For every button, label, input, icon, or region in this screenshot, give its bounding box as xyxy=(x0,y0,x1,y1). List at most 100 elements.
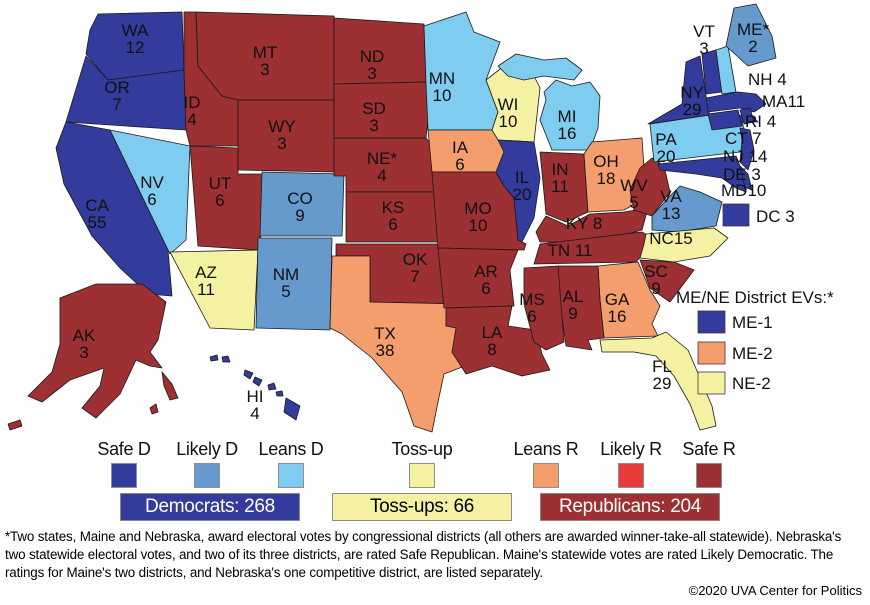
state-label-nj: NJ 14 xyxy=(723,147,767,166)
state-label-wa: WA 12 xyxy=(122,21,149,57)
state-label-ri: RI 4 xyxy=(745,112,776,131)
state-label-me: ME* 2 xyxy=(737,20,770,56)
state-label-ny: NY 29 xyxy=(680,83,704,119)
state-nj xyxy=(739,127,755,171)
state-mi-upper-peninsula xyxy=(497,53,583,81)
state-hi-island xyxy=(221,355,231,363)
legend-item-safe-r: Safe R xyxy=(649,439,769,488)
state-label-wv: WV 5 xyxy=(620,176,648,212)
state-in xyxy=(539,151,589,223)
state-label-la: LA 8 xyxy=(482,323,503,359)
legend-swatch-safe-d xyxy=(111,463,137,488)
legend-label: Leans D xyxy=(258,439,324,459)
state-sc xyxy=(639,259,695,303)
state-label-tx: TX 38 xyxy=(374,324,396,360)
state-label-sd: SD 3 xyxy=(362,99,386,135)
dc-label: DC 3 xyxy=(756,207,795,226)
state-label-nm: NM 5 xyxy=(273,265,299,301)
state-label-mn: MN 10 xyxy=(429,69,455,105)
legend-label: Safe R xyxy=(682,439,736,459)
dc-swatch xyxy=(722,203,750,227)
legend-swatch-safe-r xyxy=(696,463,722,488)
rating-legend: Safe D Likely D Leans D Toss-up Leans R … xyxy=(0,439,870,491)
state-label-wi: WI 10 xyxy=(498,95,519,131)
state-label-al: AL 9 xyxy=(563,287,584,323)
state-label-co: CO 9 xyxy=(287,189,313,225)
state-label-de: DE 3 xyxy=(723,165,761,184)
state-nc xyxy=(639,227,729,263)
state-hi xyxy=(283,397,301,421)
state-label-fl: FL 29 xyxy=(652,357,672,393)
state-label-mt: MT 3 xyxy=(253,43,278,79)
state-label-pa: PA 20 xyxy=(655,130,677,166)
state-label-nd: ND 3 xyxy=(360,47,385,83)
legend-label: Likely D xyxy=(176,439,238,459)
state-hi-island xyxy=(252,376,263,387)
state-fl xyxy=(599,331,717,431)
state-ak-panhandle xyxy=(161,371,179,401)
district-swatch-me1 xyxy=(697,310,726,334)
legend-item-likely-r: Likely R xyxy=(571,439,691,488)
tossups-total-bar: Toss-ups: 66 xyxy=(332,493,512,521)
state-tx xyxy=(329,255,481,433)
state-label-wy: WY 3 xyxy=(268,117,295,153)
legend-swatch-likely-d xyxy=(194,463,220,488)
state-hi-island xyxy=(209,354,219,362)
legend-swatch-toss-up xyxy=(409,463,435,488)
state-ak-island xyxy=(7,419,23,431)
state-label-ok: OK 7 xyxy=(403,250,428,286)
legend-item-toss-up: Toss-up xyxy=(362,439,482,488)
state-ma xyxy=(705,91,767,113)
state-label-az: AZ 11 xyxy=(195,263,217,299)
district-label-me2: ME-2 xyxy=(732,344,773,363)
state-ms xyxy=(523,265,565,351)
legend-item-leans-d: Leans D xyxy=(231,439,351,488)
state-co xyxy=(259,171,345,237)
state-label-ar: AR 6 xyxy=(474,262,498,298)
legend-label: Toss-up xyxy=(391,439,453,459)
legend-label: Safe D xyxy=(97,439,151,459)
district-swatch-ne2 xyxy=(697,371,726,395)
state-label-sc: SC 9 xyxy=(644,262,668,298)
state-nm xyxy=(255,237,333,331)
legend-item-safe-d: Safe D xyxy=(64,439,184,488)
state-label-hi: HI 4 xyxy=(247,387,264,423)
state-label-ga: GA 16 xyxy=(605,290,630,326)
state-label-oh: OH 18 xyxy=(593,152,619,188)
state-label-or: OR 7 xyxy=(104,78,130,114)
state-label-ma: MA11 xyxy=(762,92,805,111)
state-label-id: ID 4 xyxy=(184,93,201,129)
state-ar xyxy=(437,247,519,309)
state-label-mi: MI 16 xyxy=(558,107,577,143)
state-label-in: IN 11 xyxy=(551,160,569,196)
state-label-ks: KS 6 xyxy=(382,198,405,234)
district-label-ne2: NE-2 xyxy=(732,374,771,393)
legend-item-likely-d: Likely D xyxy=(147,439,267,488)
state-label-ia: IA 6 xyxy=(452,138,469,174)
legend-label: Leans R xyxy=(513,439,579,459)
state-la xyxy=(445,305,551,377)
state-ak-island xyxy=(149,403,159,415)
state-label-va: VA 13 xyxy=(660,187,682,223)
state-nv xyxy=(109,129,191,255)
district-swatch-me2 xyxy=(697,341,726,365)
state-label-nc: NC15 xyxy=(649,229,692,248)
state-label-tn: TN 11 xyxy=(547,241,592,260)
state-ct xyxy=(707,109,743,131)
legend-label: Likely R xyxy=(600,439,662,459)
copyright-credit: ©2020 UVA Center for Politics xyxy=(688,583,862,598)
district-label-me1: ME-1 xyxy=(732,313,773,332)
state-label-ms: MS 6 xyxy=(519,290,545,326)
legend-swatch-leans-d xyxy=(278,463,304,488)
state-label-mo: MO 10 xyxy=(464,199,491,235)
us-choropleth-map: DC 3 ME/NE District EVs:* ME-1 ME-2 NE-2… xyxy=(7,3,834,433)
legend-item-leans-r: Leans R xyxy=(486,439,606,488)
state-label-ca: CA 55 xyxy=(85,196,109,232)
democrats-total-bar: Democrats: 268 xyxy=(120,493,300,521)
state-hi-island xyxy=(275,390,284,397)
state-label-il: IL 20 xyxy=(513,168,532,204)
state-label-nv: NV 6 xyxy=(140,173,164,209)
state-al xyxy=(557,265,605,351)
footnote-text: *Two states, Maine and Nebraska, award e… xyxy=(5,529,842,581)
